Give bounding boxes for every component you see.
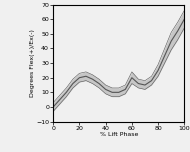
- Y-axis label: Degrees Flex(+)/Ex(-): Degrees Flex(+)/Ex(-): [30, 29, 35, 97]
- X-axis label: % Lift Phase: % Lift Phase: [100, 132, 138, 137]
